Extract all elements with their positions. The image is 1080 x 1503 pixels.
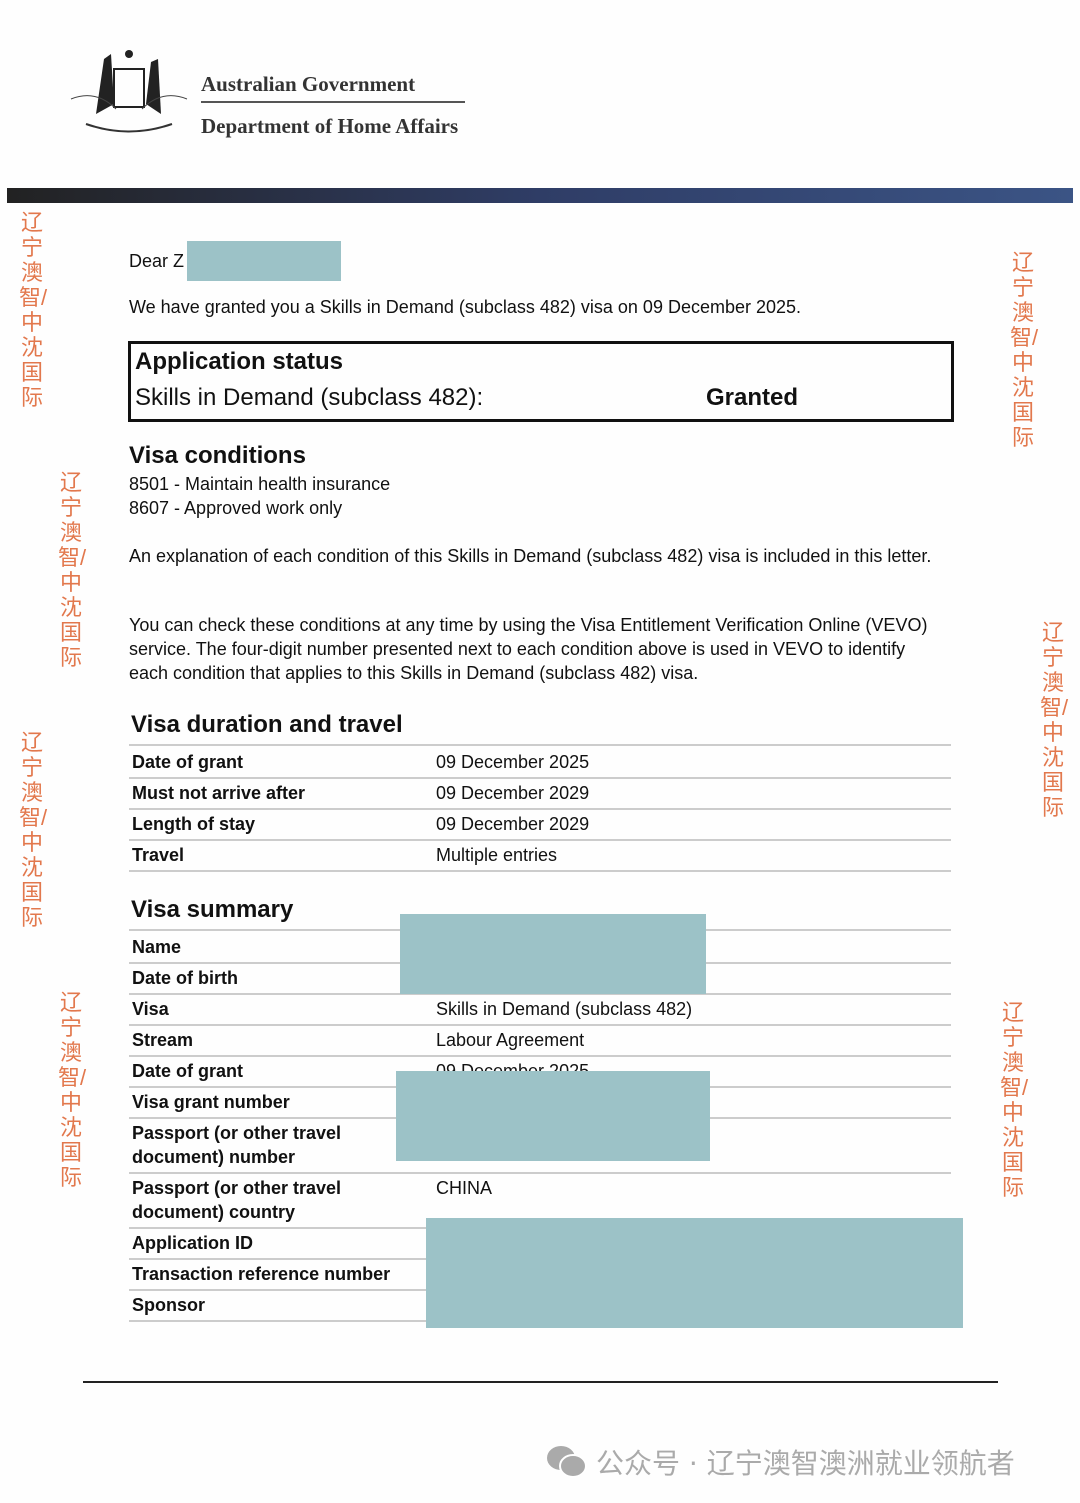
row-label: Visa xyxy=(132,999,169,1019)
row-label: Date of grant xyxy=(132,752,244,772)
header-banner xyxy=(7,188,1073,203)
duration-title: Visa duration and travel xyxy=(131,711,403,738)
org-name: Australian Government xyxy=(201,72,416,96)
watermark: 辽宁澳智/中沈国际 xyxy=(58,990,87,1190)
wechat-icon xyxy=(547,1446,587,1478)
row-label: Passport (or other travel document) coun… xyxy=(132,1178,342,1222)
table-row: Stream Labour Agreement xyxy=(129,1024,951,1057)
watermark: 辽宁澳智/中沈国际 xyxy=(58,470,87,670)
application-status-box: Application status Skills in Demand (sub… xyxy=(128,341,954,422)
redaction xyxy=(396,1071,710,1161)
status-title: Application status xyxy=(135,348,344,375)
table-row: Must not arrive after 09 December 2029 xyxy=(129,777,951,810)
redaction xyxy=(187,241,341,281)
watermark: 辽宁澳智/中沈国际 xyxy=(1000,1000,1029,1200)
row-label: Stream xyxy=(132,1030,194,1050)
row-value: Skills in Demand (subclass 482) xyxy=(436,999,693,1019)
watermark: 辽宁澳智/中沈国际 xyxy=(19,730,48,930)
row-label: Passport (or other travel document) numb… xyxy=(132,1123,342,1167)
watermark: 辽宁澳智/中沈国际 xyxy=(1010,250,1039,450)
row-value: 09 December 2025 xyxy=(436,752,590,772)
footer-divider xyxy=(83,1381,998,1383)
table-row: Visa Skills in Demand (subclass 482) xyxy=(129,993,951,1026)
table-top-rule xyxy=(129,744,951,746)
redaction xyxy=(400,914,706,994)
row-label: Travel xyxy=(132,845,185,865)
row-label: Transaction reference number xyxy=(132,1264,391,1284)
status-value: Granted xyxy=(706,384,799,411)
row-label: Must not arrive after xyxy=(132,783,306,803)
condition-item: 8501 - Maintain health insurance xyxy=(129,474,391,494)
row-label: Application ID xyxy=(132,1233,253,1253)
table-row: Date of birth xyxy=(129,962,951,995)
condition-item: 8607 - Approved work only xyxy=(129,498,343,518)
row-value: 09 December 2029 xyxy=(436,783,590,803)
header-divider xyxy=(201,101,465,103)
greeting: Dear Z xyxy=(129,251,185,271)
row-label: Date of birth xyxy=(132,968,238,988)
row-value: CHINA xyxy=(436,1178,493,1198)
row-label: Sponsor xyxy=(132,1295,206,1315)
watermark: 辽宁澳智/中沈国际 xyxy=(1040,620,1069,820)
table-row: Date of grant 09 December 2025 xyxy=(129,746,951,779)
row-label: Name xyxy=(132,937,182,957)
row-value: 09 December 2029 xyxy=(436,814,590,834)
table-row: Passport (or other travel document) numb… xyxy=(129,1117,951,1174)
status-label: Skills in Demand (subclass 482): xyxy=(135,384,484,411)
conditions-explanation: An explanation of each condition of this… xyxy=(129,546,932,566)
dept-name: Department of Home Affairs xyxy=(201,114,459,138)
coat-of-arms-logo xyxy=(70,50,188,133)
watermark: 辽宁澳智/中沈国际 xyxy=(19,210,48,410)
redaction xyxy=(426,1218,963,1328)
summary-title: Visa summary xyxy=(131,896,294,923)
footer-account: 公众号 · 辽宁澳智澳洲就业领航者 xyxy=(596,1447,1015,1480)
conditions-title: Visa conditions xyxy=(129,442,306,469)
row-label: Date of grant xyxy=(132,1061,244,1081)
row-value: Multiple entries xyxy=(436,845,558,865)
row-label: Visa grant number xyxy=(132,1092,290,1112)
table-row: Length of stay 09 December 2029 xyxy=(129,808,951,841)
table-row: Travel Multiple entries xyxy=(129,839,951,872)
row-value: Labour Agreement xyxy=(436,1030,585,1050)
intro-text: We have granted you a Skills in Demand (… xyxy=(129,297,802,317)
row-label: Length of stay xyxy=(132,814,256,834)
vevo-paragraph: You can check these conditions at any ti… xyxy=(129,615,928,683)
